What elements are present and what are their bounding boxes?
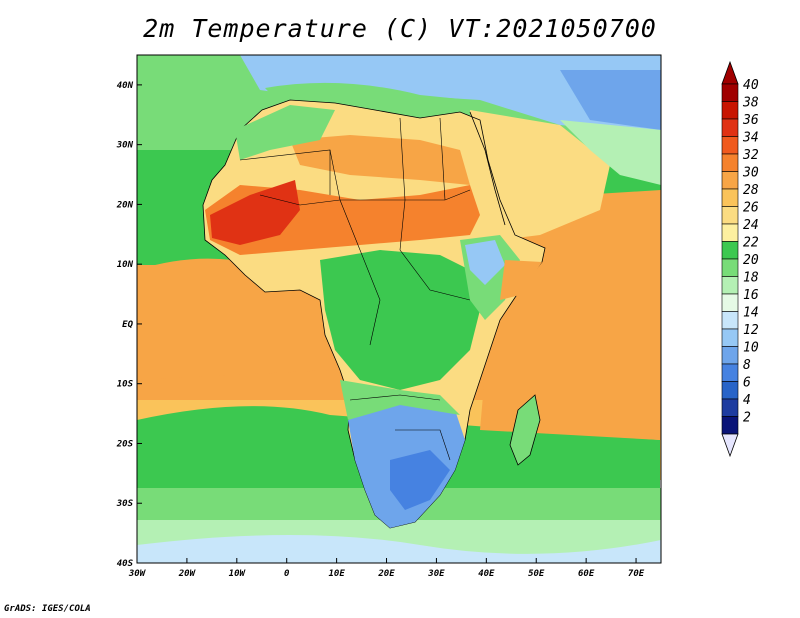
- colorbar-segment: [721, 241, 739, 260]
- colorbar-segment: [721, 398, 739, 417]
- europe-land: [240, 55, 661, 135]
- lon-label: 70E: [628, 569, 645, 579]
- lon-label: 20E: [377, 569, 395, 579]
- europe-highlands: [560, 70, 661, 130]
- colorbar-label: 16: [743, 288, 759, 303]
- colorbar-segment: [721, 188, 739, 207]
- colorbar-label: 22: [743, 236, 759, 251]
- colorbar-bottom-arrow: [721, 433, 739, 458]
- madagascar: [509, 394, 541, 466]
- colorbar-label: 38: [742, 96, 759, 111]
- colorbar-segment: [721, 346, 739, 365]
- colorbar: 40 38 36 34 32 30 28 26 24 22 20 18 16 14 12 10 8 6 4 2: [721, 60, 759, 458]
- colorbar-label: 36: [742, 113, 759, 128]
- colorbar-segment: [721, 328, 739, 347]
- colorbar-label: 2: [743, 411, 751, 426]
- lon-label: 60E: [578, 569, 595, 579]
- lon-label: 50E: [528, 569, 545, 579]
- chart-title: 2m Temperature (C) VT:2021050700: [143, 14, 657, 43]
- colorbar-label: 18: [743, 271, 759, 286]
- lat-label: 20N: [116, 200, 134, 210]
- colorbar-segment: [721, 153, 739, 172]
- colorbar-label: 28: [743, 183, 759, 198]
- ocean-far-south: [137, 535, 661, 563]
- lat-label: 40N: [117, 81, 134, 91]
- colorbar-label: 34: [742, 131, 759, 146]
- colorbar-segment: [721, 223, 739, 242]
- colorbar-segment: [721, 206, 739, 225]
- colorbar-segment: [721, 83, 739, 102]
- colorbar-label: 32: [742, 148, 759, 163]
- map-field: [137, 55, 661, 563]
- colorbar-segment: [721, 276, 739, 295]
- colorbar-label: 26: [743, 201, 759, 216]
- colorbar-segment: [721, 293, 739, 312]
- lon-label: 20W: [178, 569, 197, 579]
- plot-frame: [136, 54, 662, 564]
- lat-label: 10N: [117, 260, 134, 270]
- lon-label: 10W: [229, 569, 247, 579]
- ethiopia-cool: [465, 240, 505, 285]
- colorbar-segment: [721, 363, 739, 382]
- colorbar-label: 24: [743, 218, 759, 233]
- lon-label: 30E: [427, 569, 445, 579]
- colorbar-segment: [721, 118, 739, 137]
- colorbar-segment: [721, 311, 739, 330]
- colorbar-label: 40: [743, 78, 759, 93]
- colorbar-label: 10: [743, 341, 759, 356]
- lat-label: 40S: [117, 559, 134, 569]
- axis-ticks: [136, 84, 637, 564]
- colorbar-segment: [721, 136, 739, 155]
- colorbar-segment: [721, 416, 739, 435]
- sahara-warm: [290, 135, 470, 185]
- angola-mixed: [340, 380, 460, 420]
- iran-region: [560, 120, 661, 185]
- credit-text: GrADS: IGES/COLA: [4, 604, 91, 614]
- red-sea: [469, 111, 506, 226]
- colorbar-label: 14: [743, 306, 759, 321]
- axis-labels: 30W 20W 10W 0 10E 20E 30E 40E 50E 60E 70E 40N 30N 20N…: [116, 81, 645, 579]
- colorbar-label: 12: [743, 323, 759, 338]
- lon-label: 10E: [328, 569, 345, 579]
- lon-label: 40E: [478, 569, 495, 579]
- south-africa-cold: [390, 450, 450, 510]
- lat-label: 30N: [116, 141, 134, 151]
- lat-label: 10S: [117, 380, 134, 390]
- colorbar-label: 20: [743, 253, 759, 268]
- atlas-cool: [235, 105, 335, 160]
- lat-label: EQ: [122, 320, 133, 330]
- colorbar-segment: [721, 171, 739, 190]
- colorbar-segment: [721, 258, 739, 277]
- lat-label: 20S: [116, 439, 134, 449]
- arabian-peninsula: [470, 110, 610, 240]
- lat-label: 30S: [116, 499, 134, 509]
- colorbar-label: 4: [743, 393, 751, 408]
- colorbar-label: 6: [743, 376, 751, 391]
- colorbar-segment: [721, 101, 739, 120]
- central-forest: [320, 250, 480, 390]
- lon-label: 30W: [128, 569, 147, 579]
- mali-very-hot: [210, 180, 300, 245]
- country-borders: [239, 117, 471, 461]
- colorbar-label: 30: [742, 166, 759, 181]
- colorbar-label: 8: [743, 358, 751, 373]
- colorbar-segment: [721, 381, 739, 400]
- somalia-warm: [500, 260, 542, 300]
- lon-label: 0: [284, 569, 290, 579]
- colorbar-top-arrow: [721, 60, 739, 85]
